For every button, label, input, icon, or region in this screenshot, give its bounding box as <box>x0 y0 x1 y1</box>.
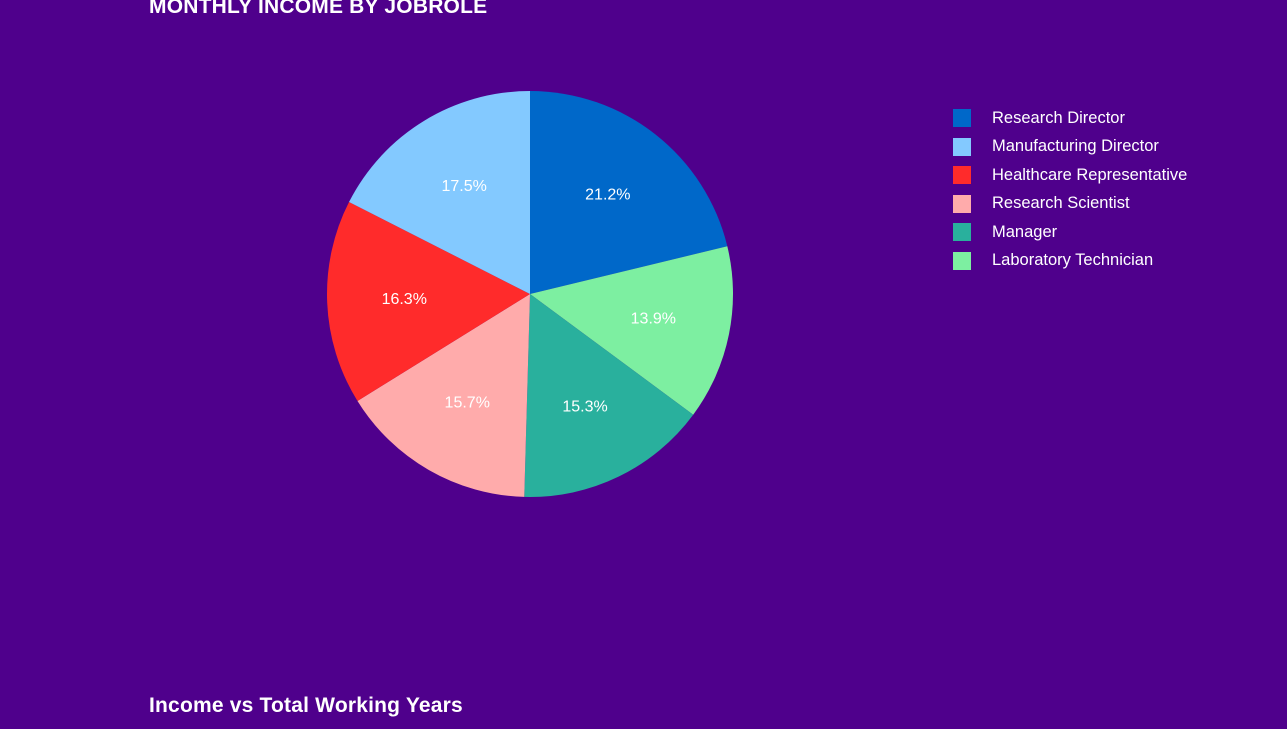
legend-swatch <box>953 194 971 213</box>
legend-swatch <box>953 166 971 185</box>
chart-title: MONTHLY INCOME BY JOBROLE <box>149 0 488 18</box>
legend-swatch <box>953 251 971 270</box>
pie-slices <box>327 91 733 497</box>
legend-label: Manager <box>992 222 1058 241</box>
legend-label: Healthcare Representative <box>992 165 1188 184</box>
chart-legend: Research Director Manufacturing Director H… <box>953 104 1187 275</box>
legend-label: Research Director <box>992 108 1125 127</box>
legend-label: Research Scientist <box>992 194 1130 213</box>
slice-label-healthcare-representative: 16.3% <box>382 291 427 308</box>
pie-slice-research-scientist[interactable] <box>357 294 530 497</box>
legend-item-manufacturing-director[interactable]: Manufacturing Director <box>953 133 1187 162</box>
pie-slice-laboratory-technician[interactable] <box>530 246 733 415</box>
legend-item-laboratory-technician[interactable]: Laboratory Technician <box>953 247 1187 276</box>
section-title-income-vs-years: Income vs Total Working Years <box>149 694 463 717</box>
slice-label-research-scientist: 15.7% <box>445 395 490 412</box>
legend-item-research-scientist[interactable]: Research Scientist <box>953 190 1187 219</box>
legend-label: Manufacturing Director <box>992 137 1159 156</box>
slice-label-laboratory-technician: 13.9% <box>631 310 676 327</box>
pie-slice-healthcare-representative[interactable] <box>327 202 530 401</box>
slice-label-manufacturing-director: 17.5% <box>441 178 486 195</box>
slice-label-research-director: 21.2% <box>585 187 630 204</box>
legend-item-research-director[interactable]: Research Director <box>953 104 1187 133</box>
slice-label-manager: 15.3% <box>562 399 607 416</box>
pie-slice-manager[interactable] <box>524 294 694 497</box>
pie-labels: 21.2% 13.9% 15.3% 15.7% 16.3% 17.5% <box>382 178 676 415</box>
pie-slice-research-director[interactable] <box>530 91 728 294</box>
legend-item-healthcare-representative[interactable]: Healthcare Representative <box>953 161 1187 190</box>
pie-slice-manufacturing-director[interactable] <box>349 91 530 294</box>
legend-label: Laboratory Technician <box>992 251 1154 270</box>
legend-swatch <box>953 137 971 156</box>
legend-swatch <box>953 223 971 242</box>
legend-item-manager[interactable]: Manager <box>953 218 1187 247</box>
legend-swatch <box>953 109 971 128</box>
